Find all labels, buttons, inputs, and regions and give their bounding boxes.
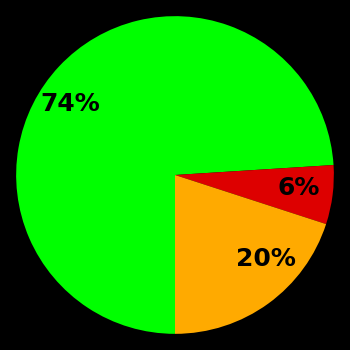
Wedge shape bbox=[175, 175, 326, 334]
Text: 74%: 74% bbox=[40, 92, 100, 116]
Text: 20%: 20% bbox=[236, 246, 295, 271]
Wedge shape bbox=[175, 165, 334, 224]
Wedge shape bbox=[16, 16, 334, 334]
Text: 6%: 6% bbox=[278, 176, 320, 200]
